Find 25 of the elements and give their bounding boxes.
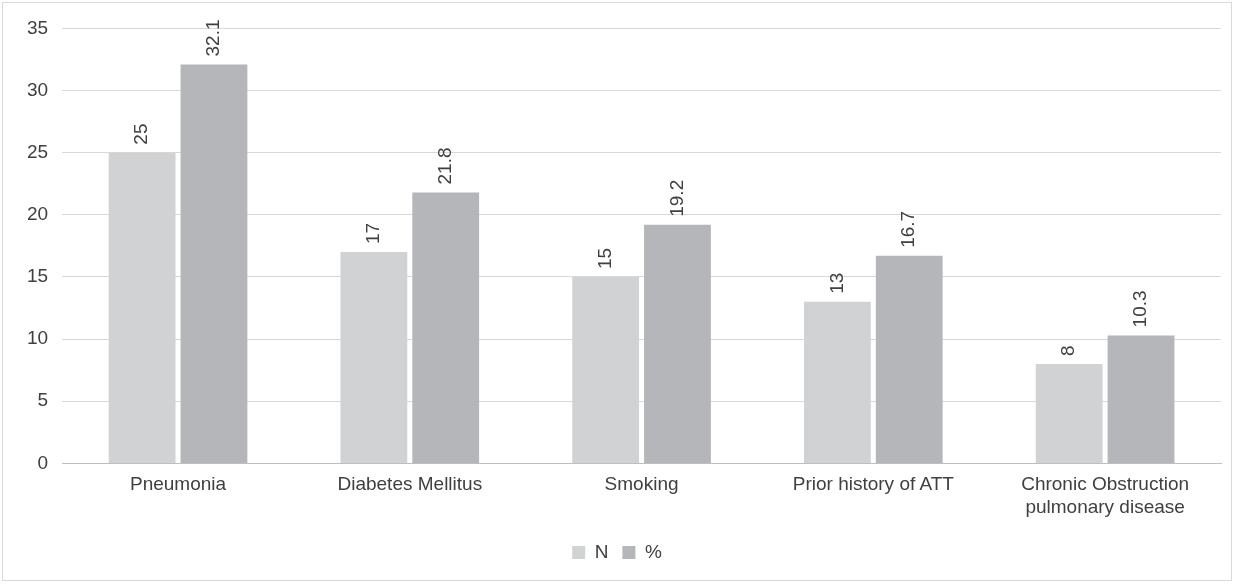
- x-tick-label: Chronic Obstruction pulmonary disease: [1021, 473, 1190, 517]
- data-label: 13: [825, 272, 847, 294]
- data-label: 25: [130, 123, 152, 145]
- y-tick-label: 0: [37, 451, 49, 473]
- y-tick-label: 20: [26, 203, 49, 225]
- y-tick-label: 10: [26, 327, 49, 349]
- legend-label: N: [594, 540, 609, 562]
- x-tick-label: Smoking: [604, 473, 679, 495]
- x-tick-label: Prior history of ATT: [792, 473, 955, 495]
- data-label: 10.3: [1129, 290, 1151, 328]
- data-label: 16.7: [897, 210, 919, 248]
- data-label: 17: [362, 222, 384, 245]
- data-label: 8: [1057, 345, 1079, 356]
- y-tick-label: 30: [26, 78, 49, 100]
- x-tick-label: Diabetes Mellitus: [337, 473, 483, 495]
- legend-label: %: [644, 540, 662, 562]
- y-tick-label: 15: [26, 265, 49, 287]
- x-tick-label: Pneumonia: [129, 473, 227, 495]
- y-tick-label: 35: [26, 16, 49, 38]
- data-label: 32.1: [202, 19, 224, 57]
- data-label: 19.2: [665, 179, 687, 217]
- data-label: 15: [593, 247, 615, 269]
- y-tick-label: 25: [26, 140, 49, 162]
- y-tick-label: 5: [37, 389, 49, 411]
- data-label: 21.8: [433, 147, 455, 185]
